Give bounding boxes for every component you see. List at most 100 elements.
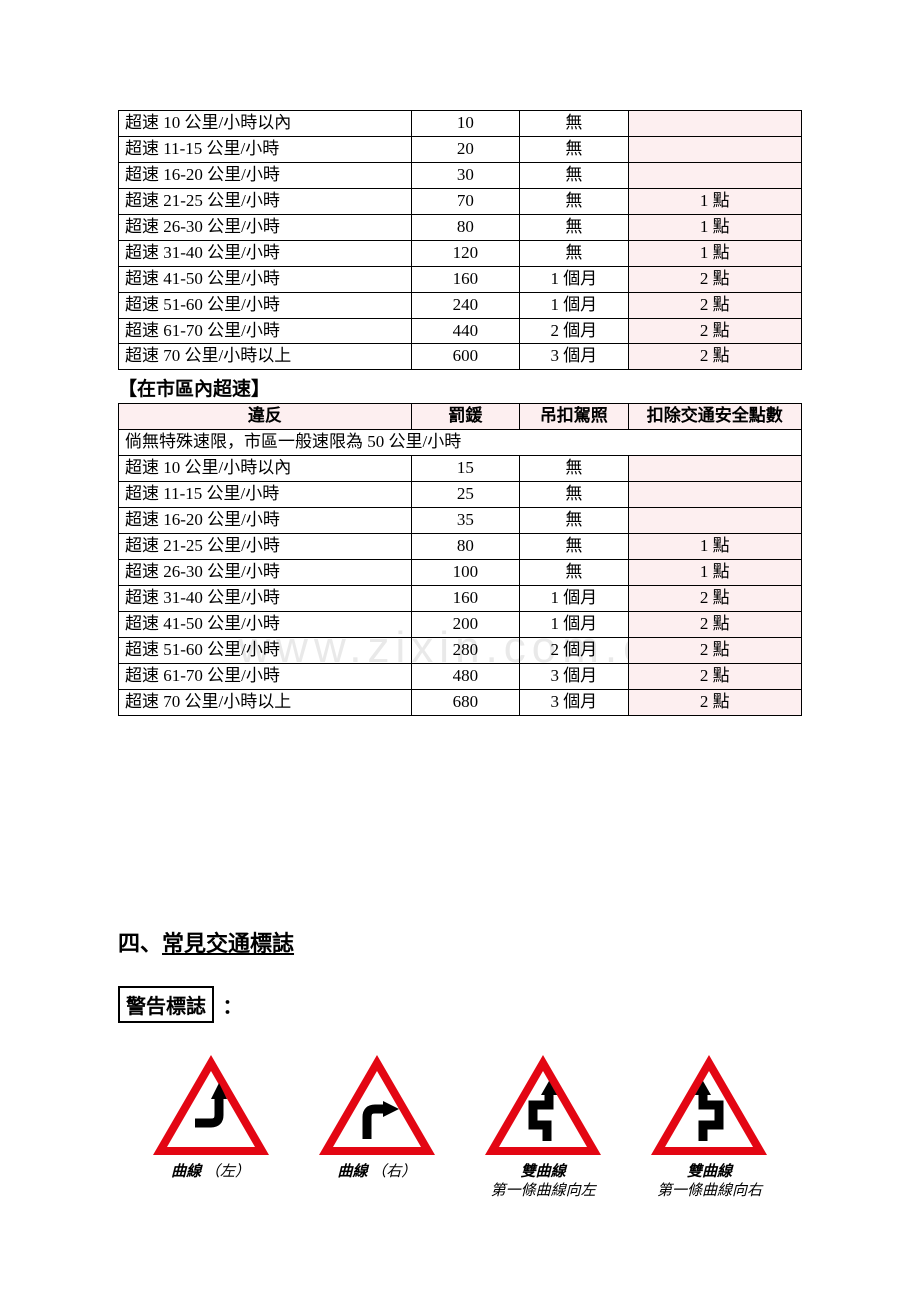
cell-suspend: 無 [520, 136, 628, 162]
cell-points: 1 點 [628, 188, 801, 214]
cell-fine: 160 [411, 585, 519, 611]
cell-suspend: 無 [520, 111, 628, 137]
table-note-row: 倘無特殊速限，市區一般速限為 50 公里/小時 [119, 430, 802, 456]
table-note-text: 倘無特殊速限，市區一般速限為 50 公里/小時 [119, 430, 802, 456]
cell-fine: 15 [411, 456, 519, 482]
cell-points [628, 456, 801, 482]
cell-fine: 480 [411, 663, 519, 689]
cell-suspend: 2 個月 [520, 318, 628, 344]
cell-violation: 超速 70 公里/小時以上 [119, 344, 412, 370]
cell-fine: 120 [411, 240, 519, 266]
cell-points [628, 136, 801, 162]
sign-caption-main: 曲線 [337, 1164, 367, 1180]
sign-curve-right: 曲線 （右） [294, 1053, 459, 1183]
sign-caption-paren: （右） [371, 1164, 416, 1180]
cell-points: 2 點 [628, 637, 801, 663]
table-row: 超速 41-50 公里/小時2001 個月2 點 [119, 611, 802, 637]
table-row: 超速 10 公里/小時以內15無 [119, 456, 802, 482]
double-curve-left-icon [483, 1053, 603, 1157]
cell-fine: 25 [411, 482, 519, 508]
section-title-urban: 【在市區內超速】 [118, 374, 802, 401]
cell-points: 2 點 [628, 585, 801, 611]
cell-fine: 20 [411, 136, 519, 162]
table-row: 超速 11-15 公里/小時20無 [119, 136, 802, 162]
cell-violation: 超速 21-25 公里/小時 [119, 188, 412, 214]
cell-violation: 超速 70 公里/小時以上 [119, 689, 412, 715]
cell-fine: 30 [411, 162, 519, 188]
cell-fine: 200 [411, 611, 519, 637]
table-row: 超速 21-25 公里/小時80無1 點 [119, 534, 802, 560]
table-row: 超速 61-70 公里/小時4402 個月2 點 [119, 318, 802, 344]
cell-fine: 440 [411, 318, 519, 344]
heading-text: 常見交通標誌 [162, 931, 294, 956]
cell-violation: 超速 26-30 公里/小時 [119, 560, 412, 586]
warning-signs-colon: ： [223, 996, 243, 1018]
cell-suspend: 3 個月 [520, 663, 628, 689]
table-row: 超速 31-40 公里/小時120無1 點 [119, 240, 802, 266]
table-row: 超速 41-50 公里/小時1601 個月2 點 [119, 266, 802, 292]
cell-points [628, 482, 801, 508]
cell-points: 1 點 [628, 240, 801, 266]
table-row: 超速 10 公里/小時以內10無 [119, 111, 802, 137]
cell-violation: 超速 51-60 公里/小時 [119, 637, 412, 663]
cell-suspend: 1 個月 [520, 266, 628, 292]
warning-signs-label: 警告標誌 [118, 986, 214, 1023]
cell-fine: 80 [411, 214, 519, 240]
cell-suspend: 無 [520, 240, 628, 266]
cell-fine: 280 [411, 637, 519, 663]
cell-points: 1 點 [628, 214, 801, 240]
table-row: 超速 26-30 公里/小時100無1 點 [119, 560, 802, 586]
cell-violation: 超速 10 公里/小時以內 [119, 456, 412, 482]
curve-left-icon [151, 1053, 271, 1157]
sign-caption: 曲線 （左） [171, 1163, 250, 1183]
table-header-row: 違反 罰鍰 吊扣駕照 扣除交通安全點數 [119, 404, 802, 430]
cell-fine: 240 [411, 292, 519, 318]
cell-suspend: 無 [520, 214, 628, 240]
table-row: 超速 26-30 公里/小時80無1 點 [119, 214, 802, 240]
header-fine: 罰鍰 [411, 404, 519, 430]
heading-common-signs: 四、常見交通標誌 [118, 926, 802, 958]
cell-points [628, 111, 801, 137]
speeding-table-urban: 違反 罰鍰 吊扣駕照 扣除交通安全點數 倘無特殊速限，市區一般速限為 50 公里… [118, 403, 802, 715]
header-points: 扣除交通安全點數 [628, 404, 801, 430]
sign-caption-main: 曲線 [171, 1164, 201, 1180]
table-row: 超速 16-20 公里/小時35無 [119, 508, 802, 534]
cell-violation: 超速 41-50 公里/小時 [119, 266, 412, 292]
table-row: 超速 70 公里/小時以上6003 個月2 點 [119, 344, 802, 370]
table-row: 超速 31-40 公里/小時1601 個月2 點 [119, 585, 802, 611]
sign-caption-main: 雙曲線 [687, 1164, 732, 1180]
cell-points [628, 508, 801, 534]
cell-points: 2 點 [628, 689, 801, 715]
cell-violation: 超速 10 公里/小時以內 [119, 111, 412, 137]
cell-suspend: 無 [520, 162, 628, 188]
sign-caption-sub: 第一條曲線向右 [657, 1183, 762, 1199]
cell-fine: 680 [411, 689, 519, 715]
sign-caption: 雙曲線 第一條曲線向左 [491, 1163, 596, 1202]
cell-fine: 80 [411, 534, 519, 560]
sign-caption-paren: （左） [205, 1164, 250, 1180]
header-suspend: 吊扣駕照 [520, 404, 628, 430]
cell-points: 2 點 [628, 318, 801, 344]
cell-suspend: 無 [520, 560, 628, 586]
sign-caption: 雙曲線 第一條曲線向右 [657, 1163, 762, 1202]
heading-prefix: 四、 [118, 931, 162, 956]
cell-fine: 35 [411, 508, 519, 534]
cell-suspend: 3 個月 [520, 344, 628, 370]
sign-curve-left: 曲線 （左） [128, 1053, 293, 1183]
cell-violation: 超速 26-30 公里/小時 [119, 214, 412, 240]
cell-violation: 超速 61-70 公里/小時 [119, 663, 412, 689]
sign-double-curve-left: 雙曲線 第一條曲線向左 [461, 1053, 626, 1202]
cell-suspend: 2 個月 [520, 637, 628, 663]
sign-caption-sub: 第一條曲線向左 [491, 1183, 596, 1199]
cell-violation: 超速 21-25 公里/小時 [119, 534, 412, 560]
table-row: 超速 51-60 公里/小時2802 個月2 點 [119, 637, 802, 663]
table-row: 超速 21-25 公里/小時70無1 點 [119, 188, 802, 214]
cell-fine: 10 [411, 111, 519, 137]
cell-suspend: 無 [520, 534, 628, 560]
cell-points: 2 點 [628, 292, 801, 318]
speeding-table-general: 超速 10 公里/小時以內10無超速 11-15 公里/小時20無超速 16-2… [118, 110, 802, 370]
cell-suspend: 3 個月 [520, 689, 628, 715]
table-row: 超速 61-70 公里/小時4803 個月2 點 [119, 663, 802, 689]
cell-violation: 超速 16-20 公里/小時 [119, 508, 412, 534]
sign-caption: 曲線 （右） [337, 1163, 416, 1183]
